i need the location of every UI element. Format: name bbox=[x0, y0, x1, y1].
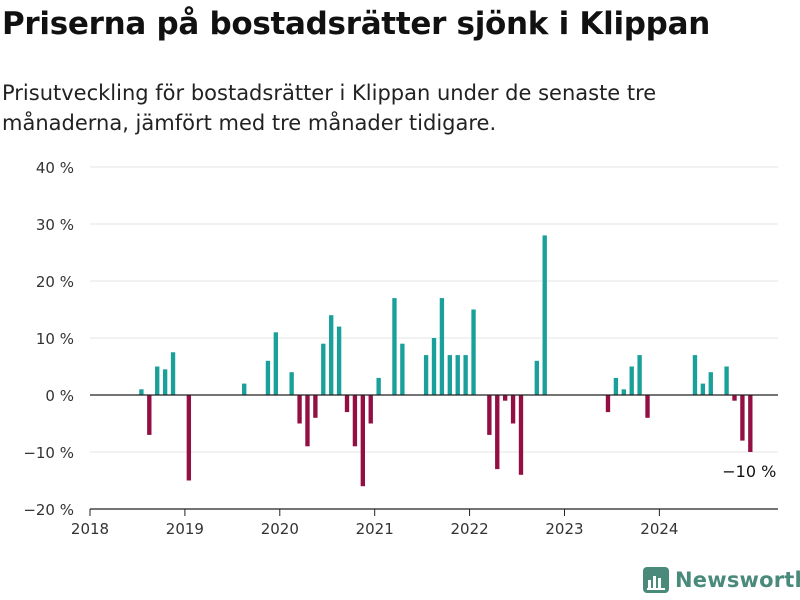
bar bbox=[534, 360, 539, 395]
bar bbox=[502, 395, 508, 401]
bar bbox=[392, 298, 397, 395]
bar bbox=[455, 355, 460, 395]
bar bbox=[186, 395, 192, 481]
bar bbox=[368, 395, 373, 424]
y-tick-label: 10 % bbox=[36, 330, 74, 348]
bar bbox=[147, 395, 152, 435]
bar bbox=[305, 395, 310, 447]
bar bbox=[336, 326, 342, 395]
y-tick-label: 0 % bbox=[45, 387, 74, 405]
bar bbox=[518, 395, 524, 475]
newsworthy-logo-icon bbox=[643, 567, 669, 593]
bar bbox=[621, 389, 626, 395]
bar bbox=[487, 395, 492, 435]
bar bbox=[352, 395, 358, 447]
bars bbox=[139, 235, 753, 487]
bar bbox=[400, 343, 405, 395]
bar bbox=[344, 395, 350, 413]
bar bbox=[297, 395, 302, 424]
x-tick-label: 2020 bbox=[261, 520, 299, 538]
bar bbox=[629, 366, 634, 395]
bar bbox=[700, 383, 706, 395]
y-tick-label: 30 % bbox=[36, 216, 74, 234]
bar bbox=[162, 369, 168, 395]
x-tick-label: 2019 bbox=[166, 520, 204, 538]
bar bbox=[289, 372, 294, 395]
bar bbox=[637, 355, 642, 395]
bar bbox=[510, 395, 516, 424]
x-tick-label: 2021 bbox=[356, 520, 394, 538]
bar bbox=[273, 332, 279, 395]
bar bbox=[447, 355, 452, 395]
chart-subtitle: Prisutveckling för bostadsrätter i Klipp… bbox=[2, 81, 657, 135]
bar bbox=[724, 366, 729, 395]
bar bbox=[423, 355, 429, 395]
bar bbox=[645, 395, 650, 418]
axes: −20 % −10 % 0 % 10 % 20 % 30 % 40 % 2018 2019 202… bbox=[23, 159, 778, 538]
bar bbox=[692, 355, 698, 395]
x-tick-label: 2018 bbox=[71, 520, 109, 538]
y-tick-label: 20 % bbox=[36, 273, 74, 291]
bar bbox=[495, 395, 500, 470]
annotation-label: −10 % bbox=[722, 462, 776, 481]
bar bbox=[542, 235, 547, 395]
bar bbox=[463, 355, 468, 395]
bar bbox=[321, 343, 326, 395]
bar bbox=[748, 395, 753, 452]
bar bbox=[376, 377, 381, 395]
bar bbox=[170, 352, 176, 395]
bar bbox=[708, 372, 713, 395]
bar bbox=[732, 395, 737, 401]
bar bbox=[139, 389, 144, 395]
x-tick-label: 2024 bbox=[640, 520, 678, 538]
bar bbox=[313, 395, 318, 418]
bar bbox=[242, 383, 247, 395]
bar bbox=[329, 315, 334, 395]
bar bbox=[613, 377, 619, 395]
gridlines bbox=[90, 166, 778, 453]
newsworthy-logo: Newsworthy bbox=[643, 567, 800, 593]
bar bbox=[740, 395, 745, 441]
y-tick-label: −20 % bbox=[23, 501, 74, 519]
chart-title: Priserna på bostadsrätter sjönk i Klippa… bbox=[2, 6, 710, 42]
x-tick-label: 2023 bbox=[545, 520, 583, 538]
x-tick-label: 2022 bbox=[450, 520, 488, 538]
brand-name: Newsworthy bbox=[675, 568, 800, 592]
bar bbox=[155, 366, 160, 395]
bar bbox=[431, 338, 437, 395]
bar bbox=[360, 395, 366, 487]
y-tick-label: −10 % bbox=[23, 444, 74, 462]
y-tick-label: 40 % bbox=[36, 159, 74, 177]
bar bbox=[265, 360, 271, 395]
bar bbox=[605, 395, 611, 413]
bar bbox=[439, 298, 445, 395]
bar bbox=[471, 309, 476, 395]
